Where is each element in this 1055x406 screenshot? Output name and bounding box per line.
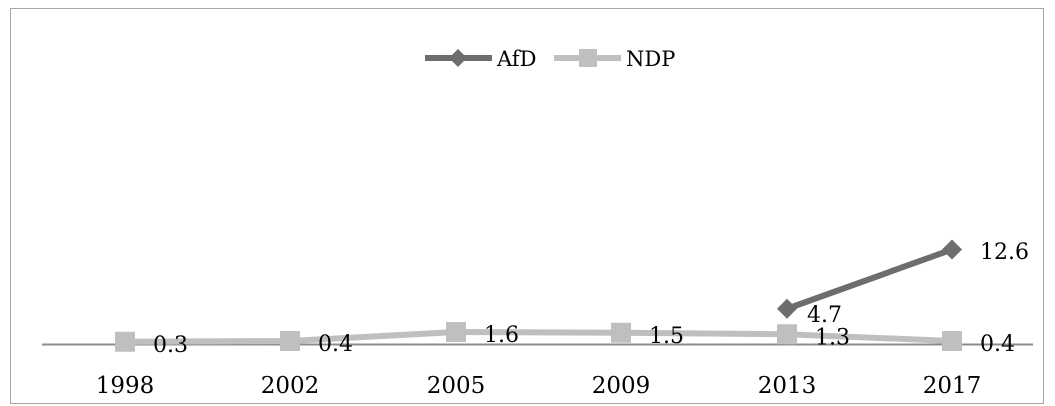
point-afd-2017 xyxy=(942,239,962,260)
x-tick-label-2013: 2013 xyxy=(758,373,817,399)
data-label-ndp-2017: 0.4 xyxy=(980,332,1015,357)
point-ndp-2005 xyxy=(446,322,466,342)
data-label-afd-2013: 4.7 xyxy=(807,303,842,328)
legend-marker-diamond xyxy=(449,49,467,67)
series-line-afd xyxy=(785,246,954,312)
point-ndp-2009 xyxy=(611,322,631,343)
legend-label-ndp: NDP xyxy=(626,47,675,71)
x-axis-ticks: 1998 2002 2005 2009 2013 2017 xyxy=(96,373,982,399)
legend: AfD NDP xyxy=(425,47,675,71)
point-ndp-1998 xyxy=(115,331,135,352)
data-label-ndp-1998: 0.3 xyxy=(153,333,188,358)
x-tick-label-2017: 2017 xyxy=(923,373,982,399)
point-ndp-2017 xyxy=(942,331,962,351)
data-label-ndp-2013: 1.3 xyxy=(815,325,850,350)
data-labels: 0.3 0.4 1.6 1.5 1.3 0.4 4.7 12.6 xyxy=(153,240,1029,358)
x-tick-label-2005: 2005 xyxy=(427,373,486,399)
data-label-afd-2017: 12.6 xyxy=(980,240,1029,265)
x-tick-label-2002: 2002 xyxy=(261,373,320,399)
point-ndp-2013 xyxy=(777,324,797,345)
point-afd-2013 xyxy=(777,298,797,319)
legend-label-afd: AfD xyxy=(496,47,536,71)
series-layer xyxy=(115,239,962,352)
data-label-ndp-2005: 1.6 xyxy=(484,323,519,348)
legend-entry-ndp: NDP xyxy=(554,47,675,71)
x-tick-label-1998: 1998 xyxy=(96,373,155,399)
data-label-ndp-2009: 1.5 xyxy=(649,324,684,349)
x-tick-label-2009: 2009 xyxy=(592,373,651,399)
series-line-ndp xyxy=(124,329,953,345)
legend-entry-afd: AfD xyxy=(425,47,536,71)
legend-marker-square xyxy=(579,49,597,67)
data-label-ndp-2002: 0.4 xyxy=(318,332,353,357)
point-ndp-2002 xyxy=(280,331,300,351)
